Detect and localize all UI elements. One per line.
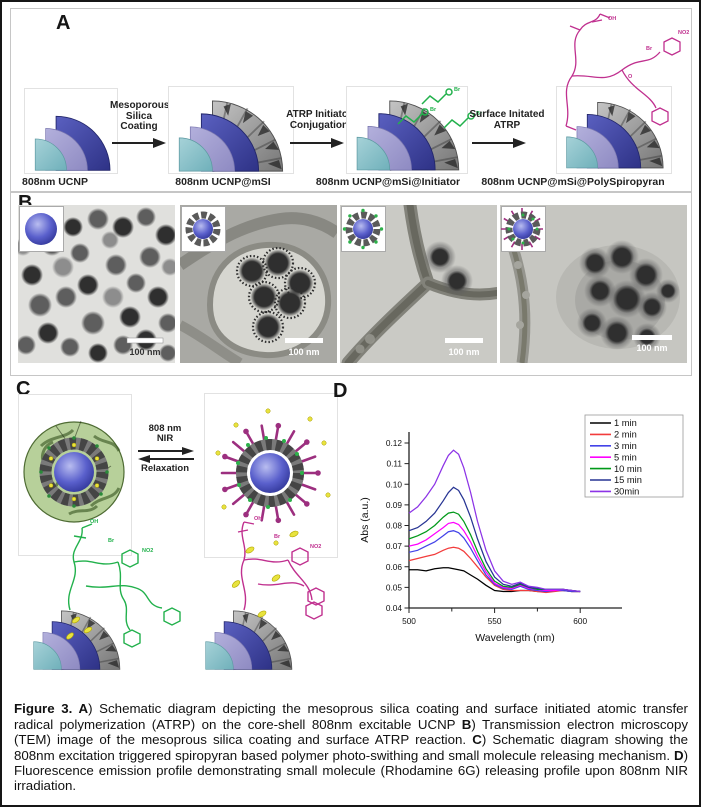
ucnp-core-schematic xyxy=(26,92,114,172)
svg-text:0.09: 0.09 xyxy=(386,500,403,510)
svg-text:1 min: 1 min xyxy=(614,418,637,428)
svg-text:0.11: 0.11 xyxy=(386,459,402,469)
svg-text:0.06: 0.06 xyxy=(386,562,403,572)
scale-bar-label: 100 nm xyxy=(129,347,160,357)
svg-text:0.10: 0.10 xyxy=(386,479,403,489)
panel-d-label: D xyxy=(333,380,348,402)
arrow-label-surface-atrp: Surface Initated ATRP xyxy=(469,109,545,131)
arrow-label-silica-coating: Mesoporous Silica Coating xyxy=(110,100,170,132)
svg-text:Wavelength (nm): Wavelength (nm) xyxy=(475,632,555,644)
step-label-ucnp-msi: 808nm UCNP@mSI xyxy=(175,176,271,188)
caption-text-a: ) Schematic diagram depicting the mesopr… xyxy=(14,701,688,732)
step-label-ucnp-msi-initiator: 808nm UCNP@mSi@Initiator xyxy=(315,176,461,188)
svg-text:0.04: 0.04 xyxy=(386,603,403,613)
svg-text:0.12: 0.12 xyxy=(386,438,403,448)
molecule-label-o: O xyxy=(628,74,633,80)
open-merocyanine-particle-schematic: NO2 Br OH xyxy=(204,516,325,671)
tem-image-ucnp-polyspiropyran: 100 nm xyxy=(500,205,687,363)
tem-image-ucnp-msi: 100 nm xyxy=(180,205,337,363)
scale-bar xyxy=(126,337,164,344)
open-polymer-sphere xyxy=(215,408,331,546)
molecule-label-br: Br xyxy=(476,111,483,117)
svg-text:550: 550 xyxy=(488,616,502,626)
caption-ref-b: B xyxy=(461,716,472,732)
reverse-arrow-label: Relaxation xyxy=(140,463,190,474)
molecule-label-no2: NO2 xyxy=(142,548,153,554)
svg-text:0.05: 0.05 xyxy=(386,582,403,592)
forward-arrow-label: 808 nm NIR xyxy=(148,423,182,444)
caption-ref-c: C xyxy=(472,732,482,748)
closed-spiropyran-particle-schematic: NO2 OH Br xyxy=(32,519,181,671)
scale-bar-label: 100 nm xyxy=(636,343,667,353)
initiator-molecules: Br Br Br xyxy=(397,87,483,129)
caption-text-d: ) Fluorescence emission profile demonstr… xyxy=(14,747,688,794)
step-label-ucnp: 808nm UCNP xyxy=(22,176,88,188)
caption-ref-d: D xyxy=(673,747,684,763)
svg-text:500: 500 xyxy=(402,616,416,626)
svg-text:3 min: 3 min xyxy=(614,441,637,451)
molecule-label-br: Br xyxy=(454,87,461,93)
figure-caption: Figure 3. A) Schematic diagram depicting… xyxy=(14,701,688,793)
svg-text:2 min: 2 min xyxy=(614,430,637,440)
closed-polymer-sphere xyxy=(23,420,125,523)
svg-text:30min: 30min xyxy=(614,487,639,497)
scale-bar xyxy=(285,338,323,343)
equilibrium-arrows xyxy=(138,447,194,463)
molecule-label-oh: OH xyxy=(90,519,98,525)
svg-text:15 min: 15 min xyxy=(614,475,642,485)
reaction-arrow-3 xyxy=(472,138,526,148)
tem-image-ucnp-msi-initiator: 100 nm xyxy=(340,205,497,363)
svg-text:600: 600 xyxy=(573,616,587,626)
reaction-arrow-1 xyxy=(112,138,166,148)
polyspiropyran-structure: OH NO2 Br O xyxy=(565,13,689,131)
scale-bar-label: 100 nm xyxy=(288,347,319,357)
caption-text-c: ) Schematic diagram showing the 808nm ex… xyxy=(14,732,689,763)
molecule-label-no2: NO2 xyxy=(310,544,321,550)
molecule-label-no2: NO2 xyxy=(678,30,689,36)
tem-image-ucnp: 100 nm xyxy=(18,205,175,363)
caption-ref-a: A xyxy=(78,701,89,717)
svg-text:10 min: 10 min xyxy=(614,464,642,474)
scale-bar-label: 100 nm xyxy=(448,347,479,357)
panel-a-label: A xyxy=(56,12,71,34)
arrow-label-atrp-initiator: ATRP Initiator Conjugation xyxy=(286,109,352,131)
tem-inset-ucnp-polyspiropyran xyxy=(501,206,546,252)
molecule-label-br: Br xyxy=(108,538,115,544)
scale-bar xyxy=(632,335,672,340)
tem-inset-ucnp-msi-initiator xyxy=(341,206,386,252)
svg-text:5 min: 5 min xyxy=(614,452,637,462)
molecule-label-oh: OH xyxy=(608,16,616,22)
ucnp-msi-schematic xyxy=(170,88,290,173)
step-label-ucnp-polyspiropyran: 808nm UCNP@mSi@PolySpiropyran xyxy=(481,176,665,188)
svg-text:0.08: 0.08 xyxy=(386,521,403,531)
tem-inset-ucnp xyxy=(19,206,64,252)
scale-bar xyxy=(445,338,483,343)
molecule-label-br: Br xyxy=(430,107,437,113)
svg-text:Abs (a.u.): Abs (a.u.) xyxy=(359,497,371,543)
caption-text-b: ) Transmission electron microscopy (TEM)… xyxy=(14,716,688,748)
reaction-arrow-2 xyxy=(290,138,344,148)
svg-text:0.07: 0.07 xyxy=(386,541,403,551)
molecule-label-br: Br xyxy=(274,534,281,540)
caption-figure-number: Figure 3. xyxy=(14,701,79,717)
molecule-label-oh: OH xyxy=(254,516,262,522)
absorbance-chart: 500 550 600 0.04 0.05 0.06 0.07 0.08 0.09 0.10 0.1… xyxy=(359,414,684,644)
molecule-label-br: Br xyxy=(646,46,653,52)
tem-inset-ucnp-msi xyxy=(181,206,226,252)
